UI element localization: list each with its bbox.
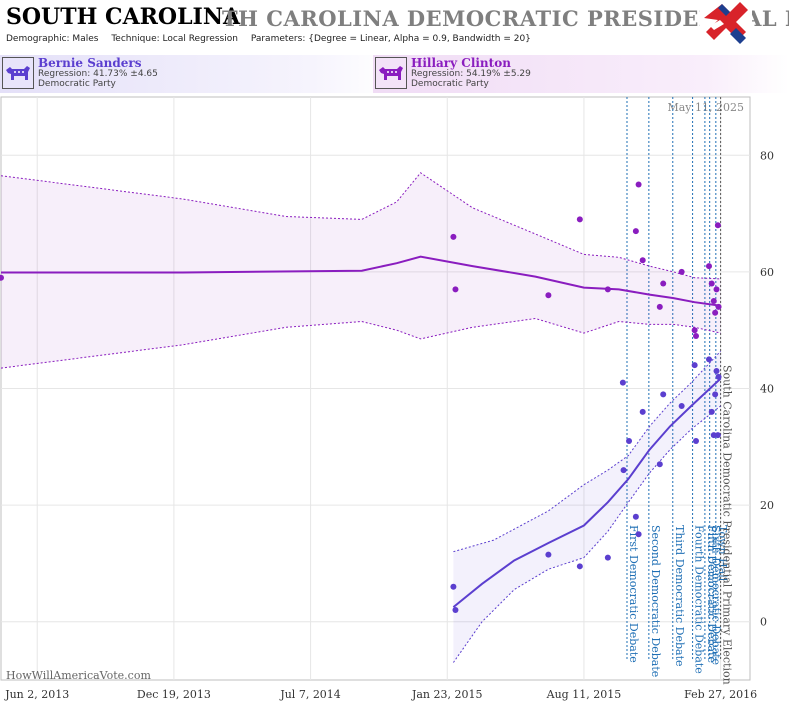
candidate-regression: Regression: 41.73% ±4.65 xyxy=(38,69,158,79)
poll-point xyxy=(576,563,583,570)
title-election: TH CAROLINA DEMOCRATIC PRESIDENTIAL P xyxy=(222,6,789,31)
chart-header: SOUTH CAROLINA TH CAROLINA DEMOCRATIC PR… xyxy=(0,0,789,52)
poll-point xyxy=(0,274,4,281)
chart-parameters: Demographic: Males Technique: Local Regr… xyxy=(6,34,541,44)
upper-bound-line xyxy=(453,350,721,553)
poll-point xyxy=(693,437,700,444)
poll-point xyxy=(632,228,639,235)
event-label: Town Hall xyxy=(716,525,729,582)
poll-chart: 0 20 40 60 80 Jun 2, 2013 Dec 19, 2013 Jul 7, 2… xyxy=(0,96,774,701)
poll-point xyxy=(604,286,611,293)
poll-point xyxy=(656,461,663,468)
poll-point xyxy=(545,551,552,558)
demographic-label: Demographic: Males xyxy=(6,34,99,44)
poll-point xyxy=(632,513,639,520)
poll-point xyxy=(693,333,700,340)
poll-point xyxy=(714,222,721,229)
poll-point xyxy=(545,292,552,299)
poll-point xyxy=(705,356,712,363)
poll-point xyxy=(710,298,717,305)
event-label: First Democratic Debate xyxy=(627,525,640,663)
event-label: Second Democratic Debate xyxy=(649,525,662,677)
title-state: SOUTH CAROLINA xyxy=(6,4,241,30)
x-tick-label: Aug 11, 2015 xyxy=(546,688,622,701)
date-label: May 11, 2025 xyxy=(667,101,744,114)
event-label: Fourth Democratic Debate xyxy=(693,525,706,674)
lower-bound-line xyxy=(452,405,721,663)
poll-point xyxy=(604,554,611,561)
poll-point xyxy=(678,402,685,409)
poll-point xyxy=(619,379,626,386)
poll-point xyxy=(678,268,685,275)
poll-point xyxy=(639,408,646,415)
democrat-donkey-icon xyxy=(375,57,407,89)
y-tick-label: 60 xyxy=(760,266,774,279)
y-tick-label: 80 xyxy=(760,149,774,162)
poll-point xyxy=(620,467,627,474)
candidate-card-sanders: Bernie Sanders Regression: 41.73% ±4.65 … xyxy=(0,55,390,93)
poll-point xyxy=(626,437,633,444)
poll-point xyxy=(708,280,715,287)
x-tick-label: Jul 7, 2014 xyxy=(279,688,341,701)
x-tick-label: Jan 23, 2015 xyxy=(411,688,483,701)
site-logo-icon xyxy=(700,0,752,50)
poll-point xyxy=(660,391,667,398)
x-tick-label: Feb 27, 2016 xyxy=(684,688,757,701)
poll-point xyxy=(691,362,698,369)
poll-point xyxy=(713,286,720,293)
y-tick-label: 40 xyxy=(760,383,774,396)
regression-line xyxy=(1,255,721,307)
poll-point xyxy=(705,263,712,270)
event-label: Sixth Democratic Debate xyxy=(710,525,723,665)
parameters-label: Parameters: {Degree = Linear, Alpha = 0.… xyxy=(250,34,531,44)
poll-point xyxy=(635,531,642,538)
poll-point xyxy=(715,303,722,310)
upper-bound-line xyxy=(0,172,721,280)
poll-point xyxy=(714,432,721,439)
candidate-party: Democratic Party xyxy=(38,79,116,89)
y-tick-label: 20 xyxy=(760,499,774,512)
poll-point xyxy=(656,303,663,310)
technique-label: Technique: Local Regression xyxy=(111,34,238,44)
candidate-name: Bernie Sanders xyxy=(38,56,142,70)
poll-point xyxy=(715,373,722,380)
candidate-card-clinton: Hillary Clinton Regression: 54.19% ±5.29… xyxy=(373,55,789,93)
x-tick-label: Dec 19, 2013 xyxy=(137,688,211,701)
poll-point xyxy=(708,408,715,415)
event-label: Third Democratic Debate xyxy=(673,525,686,667)
poll-point xyxy=(450,583,457,590)
poll-point xyxy=(635,181,642,188)
candidate-regression: Regression: 54.19% ±5.29 xyxy=(411,69,531,79)
y-tick-label: 0 xyxy=(760,616,767,629)
poll-point xyxy=(452,286,459,293)
poll-point xyxy=(576,216,583,223)
candidate-name: Hillary Clinton xyxy=(411,56,511,70)
x-tick-label: Jun 2, 2013 xyxy=(4,688,69,701)
poll-point xyxy=(450,233,457,240)
regression-line xyxy=(452,377,722,608)
poll-point xyxy=(712,309,719,316)
poll-point xyxy=(691,327,698,334)
event-label: Fifth Democratic Debate xyxy=(705,525,718,663)
poll-point xyxy=(660,280,667,287)
poll-point xyxy=(712,391,719,398)
event-label: South Carolina Democratic Presidential P… xyxy=(721,365,734,685)
poll-point xyxy=(452,607,459,614)
lower-bound-line xyxy=(0,317,721,369)
democrat-donkey-icon xyxy=(2,57,34,89)
candidate-party: Democratic Party xyxy=(411,79,489,89)
poll-point xyxy=(713,368,720,375)
source-label: HowWillAmericaVote.com xyxy=(6,669,151,682)
confidence-band xyxy=(453,351,721,663)
poll-point xyxy=(710,432,717,439)
poll-point xyxy=(639,257,646,264)
